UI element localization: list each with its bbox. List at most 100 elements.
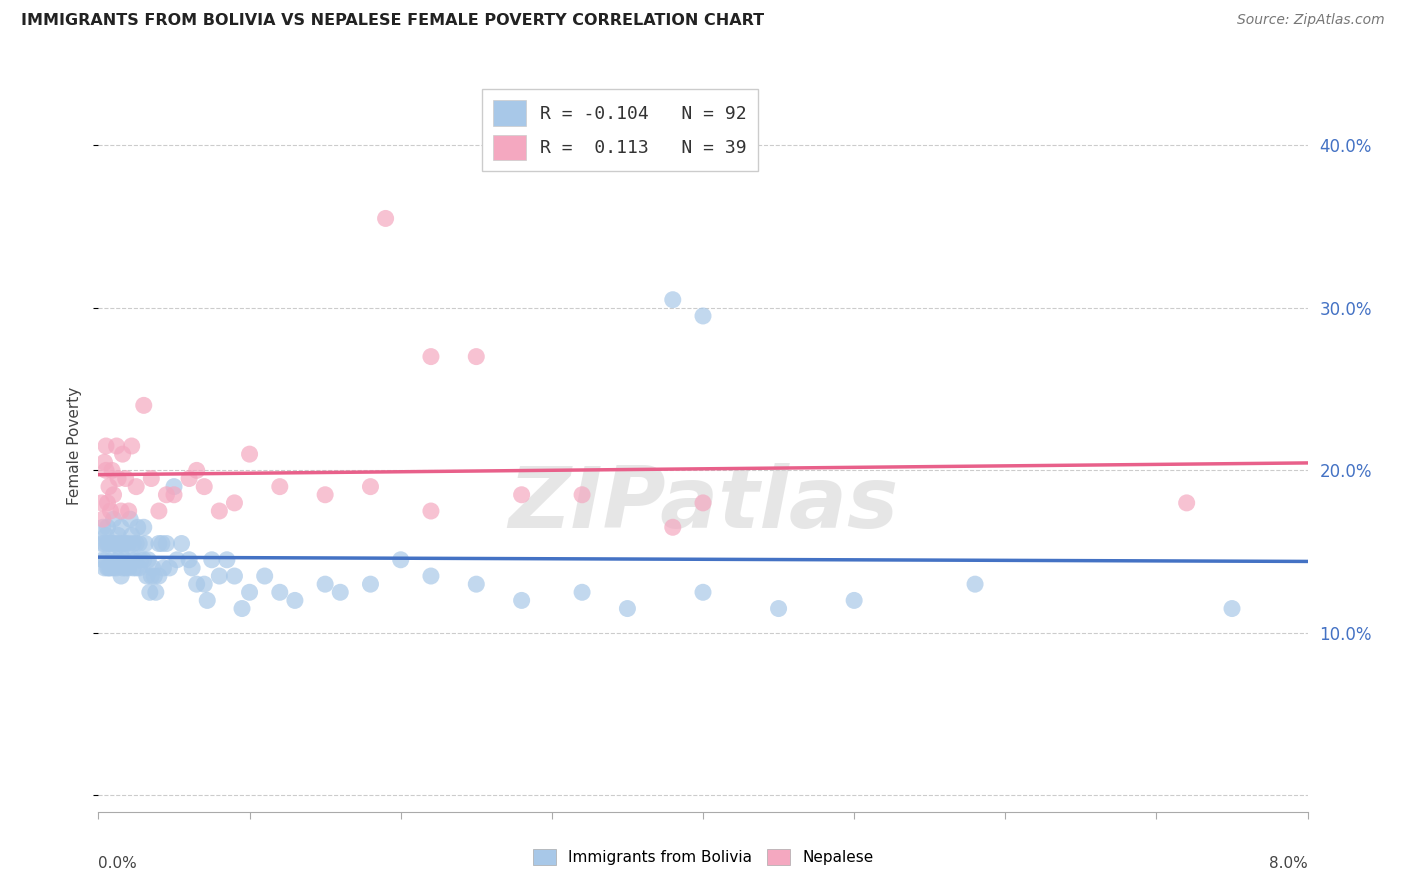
Point [128, 536, 150, 550]
Point [122, 561, 145, 575]
Point [93, 536, 115, 550]
Point [155, 536, 177, 550]
Point [111, 536, 134, 550]
Point [692, 585, 714, 599]
Point [108, 536, 131, 550]
Point [193, 577, 215, 591]
Point [179, 553, 201, 567]
Point [186, 463, 208, 477]
Point [166, 553, 188, 567]
Point [692, 496, 714, 510]
Point [107, 471, 129, 485]
Point [100, 561, 122, 575]
Point [110, 569, 132, 583]
Point [965, 577, 987, 591]
Point [163, 480, 186, 494]
Point [132, 553, 155, 567]
Point [94, 463, 117, 477]
Point [101, 463, 124, 477]
Point [118, 504, 141, 518]
Point [148, 536, 170, 550]
Text: Source: ZipAtlas.com: Source: ZipAtlas.com [1237, 13, 1385, 28]
Point [148, 569, 170, 583]
Point [91, 520, 114, 534]
Point [224, 496, 246, 510]
Point [103, 512, 125, 526]
Point [96, 536, 118, 550]
Text: IMMIGRANTS FROM BOLIVIA VS NEPALESE FEMALE POVERTY CORRELATION CHART: IMMIGRANTS FROM BOLIVIA VS NEPALESE FEMA… [21, 13, 765, 29]
Point [135, 569, 157, 583]
Point [314, 488, 336, 502]
Point [107, 553, 129, 567]
Point [125, 536, 148, 550]
Point [170, 536, 193, 550]
Y-axis label: Female Poverty: Female Poverty [67, 387, 83, 505]
Point [571, 488, 593, 502]
Point [329, 585, 352, 599]
Point [121, 528, 143, 542]
Point [571, 585, 593, 599]
Point [145, 585, 167, 599]
Point [90, 496, 112, 510]
Point [96, 520, 118, 534]
Point [112, 553, 135, 567]
Point [159, 561, 181, 575]
Point [844, 593, 866, 607]
Point [143, 569, 166, 583]
Point [93, 561, 115, 575]
Point [121, 439, 143, 453]
Text: 8.0%: 8.0% [1268, 855, 1308, 871]
Point [93, 455, 115, 469]
Point [208, 504, 231, 518]
Point [121, 553, 143, 567]
Point [152, 561, 174, 575]
Point [94, 553, 117, 567]
Point [360, 577, 382, 591]
Point [510, 488, 533, 502]
Point [661, 293, 683, 307]
Point [239, 585, 262, 599]
Point [661, 520, 683, 534]
Point [269, 585, 291, 599]
Point [186, 577, 208, 591]
Point [768, 601, 790, 615]
Point [110, 520, 132, 534]
Point [179, 471, 201, 485]
Point [114, 536, 136, 550]
Point [465, 350, 488, 364]
Point [107, 528, 129, 542]
Point [128, 561, 150, 575]
Point [105, 536, 128, 550]
Point [239, 447, 262, 461]
Point [122, 536, 145, 550]
Point [215, 553, 238, 567]
Point [134, 536, 156, 550]
Point [195, 593, 218, 607]
Point [465, 577, 488, 591]
Point [101, 553, 124, 567]
Point [103, 488, 125, 502]
Point [253, 569, 276, 583]
Point [208, 569, 231, 583]
Point [510, 593, 533, 607]
Point [103, 561, 125, 575]
Point [114, 471, 136, 485]
Point [224, 569, 246, 583]
Point [155, 488, 177, 502]
Point [132, 398, 155, 412]
Point [1220, 601, 1243, 615]
Point [420, 350, 443, 364]
Point [98, 536, 121, 550]
Point [110, 544, 132, 558]
Point [420, 504, 443, 518]
Point [124, 553, 146, 567]
Point [129, 553, 152, 567]
Point [1175, 496, 1198, 510]
Point [90, 536, 112, 550]
Legend: Immigrants from Bolivia, Nepalese: Immigrants from Bolivia, Nepalese [526, 843, 880, 871]
Text: ZIPatlas: ZIPatlas [508, 463, 898, 546]
Point [389, 553, 412, 567]
Point [193, 480, 215, 494]
Point [163, 488, 186, 502]
Point [110, 504, 132, 518]
